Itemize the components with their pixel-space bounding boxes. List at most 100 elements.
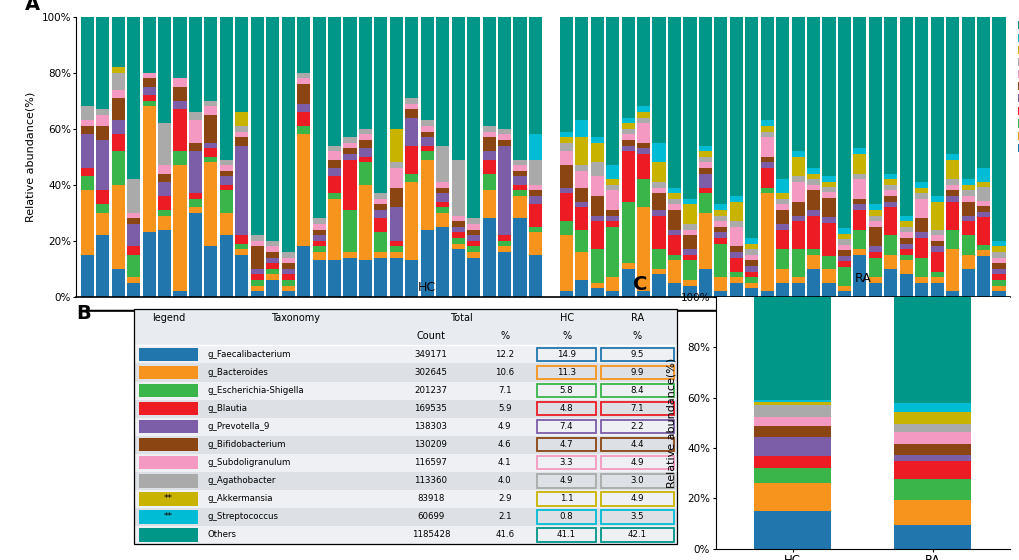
Bar bbox=[621, 202, 634, 263]
Bar bbox=[343, 160, 357, 210]
Bar bbox=[729, 202, 742, 221]
Bar bbox=[127, 277, 140, 283]
Bar bbox=[637, 148, 649, 154]
Bar bbox=[791, 17, 804, 151]
Text: B: B bbox=[76, 305, 91, 323]
Bar bbox=[389, 129, 403, 162]
Bar bbox=[600, 474, 674, 488]
Bar bbox=[235, 249, 249, 255]
Bar bbox=[389, 207, 403, 241]
Bar bbox=[96, 190, 109, 204]
Bar bbox=[343, 137, 357, 143]
Bar bbox=[405, 118, 418, 146]
Bar bbox=[775, 17, 789, 179]
Bar bbox=[559, 132, 573, 137]
Bar bbox=[143, 232, 156, 297]
Bar bbox=[600, 438, 674, 451]
Bar bbox=[894, 432, 970, 444]
Bar bbox=[590, 288, 603, 297]
Bar bbox=[600, 366, 674, 379]
Bar bbox=[868, 17, 881, 204]
Bar bbox=[143, 78, 156, 87]
Bar bbox=[760, 168, 773, 188]
Text: HC: HC bbox=[559, 314, 573, 324]
Bar bbox=[621, 263, 634, 269]
Bar bbox=[133, 489, 676, 508]
Text: %: % bbox=[561, 332, 571, 342]
Bar bbox=[667, 17, 681, 188]
Bar bbox=[883, 179, 897, 185]
Bar bbox=[806, 185, 819, 190]
Bar bbox=[605, 165, 619, 179]
Bar bbox=[991, 291, 1005, 297]
Bar bbox=[467, 258, 480, 297]
Bar bbox=[821, 255, 835, 269]
Bar bbox=[837, 228, 850, 234]
Bar bbox=[328, 17, 340, 146]
Bar bbox=[821, 176, 835, 181]
Bar bbox=[791, 176, 804, 182]
Bar bbox=[991, 263, 1005, 269]
Bar bbox=[328, 199, 340, 260]
Bar bbox=[297, 246, 310, 297]
Bar bbox=[853, 210, 865, 230]
Bar bbox=[266, 269, 279, 274]
Bar bbox=[729, 227, 742, 246]
Bar bbox=[713, 291, 727, 297]
Bar bbox=[590, 137, 603, 143]
Bar bbox=[189, 199, 202, 207]
Bar bbox=[96, 235, 109, 297]
Bar bbox=[374, 232, 387, 252]
Bar bbox=[976, 181, 989, 187]
Bar bbox=[158, 165, 171, 174]
Bar bbox=[976, 245, 989, 250]
Bar bbox=[559, 291, 573, 297]
Bar bbox=[853, 255, 865, 297]
Bar bbox=[405, 109, 418, 118]
Bar bbox=[600, 420, 674, 433]
Bar bbox=[621, 151, 634, 202]
Bar bbox=[537, 402, 595, 416]
Bar bbox=[328, 146, 340, 151]
Bar bbox=[451, 244, 465, 249]
Bar bbox=[652, 274, 665, 297]
Bar bbox=[791, 283, 804, 297]
Text: 4.6: 4.6 bbox=[497, 440, 512, 449]
Bar bbox=[791, 221, 804, 249]
Bar bbox=[266, 246, 279, 252]
Bar bbox=[753, 417, 830, 426]
Bar bbox=[729, 246, 742, 252]
Bar bbox=[374, 258, 387, 297]
Bar bbox=[775, 204, 789, 210]
Bar bbox=[312, 246, 325, 252]
Bar bbox=[189, 17, 202, 112]
Bar bbox=[683, 224, 696, 230]
Bar bbox=[220, 171, 232, 176]
Bar bbox=[837, 286, 850, 291]
Bar bbox=[359, 260, 372, 297]
Bar bbox=[667, 255, 681, 260]
Bar bbox=[652, 269, 665, 274]
Bar bbox=[220, 235, 232, 297]
Bar bbox=[713, 216, 727, 221]
Bar bbox=[405, 104, 418, 109]
Bar bbox=[251, 269, 264, 274]
Bar bbox=[528, 160, 541, 185]
Bar bbox=[111, 98, 124, 120]
Text: Others: Others bbox=[208, 530, 236, 539]
Bar bbox=[821, 269, 835, 283]
Bar bbox=[328, 151, 340, 160]
Bar bbox=[343, 17, 357, 137]
Bar bbox=[991, 274, 1005, 280]
Bar bbox=[359, 185, 372, 260]
Text: 113360: 113360 bbox=[414, 476, 447, 485]
Bar bbox=[513, 185, 526, 190]
Bar bbox=[281, 269, 294, 274]
Bar bbox=[528, 185, 541, 190]
Text: legend: legend bbox=[152, 314, 184, 324]
Text: 138303: 138303 bbox=[414, 422, 447, 431]
Text: g_Prevotella_9: g_Prevotella_9 bbox=[208, 422, 270, 431]
Bar bbox=[235, 112, 249, 126]
Bar bbox=[139, 438, 198, 451]
Bar bbox=[853, 199, 865, 204]
